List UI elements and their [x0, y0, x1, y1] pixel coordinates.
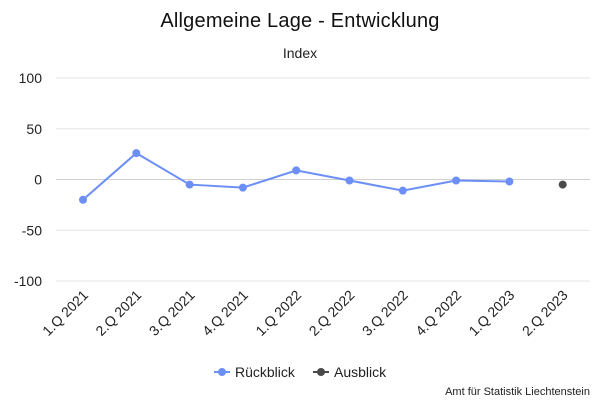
chart-subtitle: Index [283, 45, 317, 61]
x-tick-label: 4.Q 2021 [199, 287, 251, 339]
legend-label-rueckblick: Rückblick [235, 364, 296, 380]
series-layer [79, 149, 567, 204]
chart-credit[interactable]: Amt für Statistik Liechtenstein [445, 386, 590, 398]
y-tick-label: 50 [26, 121, 42, 137]
legend-item-ausblick[interactable]: Ausblick [313, 364, 387, 380]
legend-label-ausblick: Ausblick [334, 364, 387, 380]
y-tick-label: -100 [14, 273, 42, 289]
data-point[interactable] [345, 176, 354, 185]
y-tick-label: 100 [19, 70, 43, 86]
data-point[interactable] [505, 177, 514, 186]
data-point[interactable] [292, 166, 301, 175]
data-point[interactable] [79, 195, 87, 204]
x-tick-label: 2.Q 2023 [519, 287, 571, 339]
x-axis-ticks: 1.Q 2021 2.Q 2021 3.Q 2021 4.Q 2021 1.Q 2022… [39, 287, 571, 339]
x-tick-label: 3.Q 2021 [146, 287, 198, 339]
y-axis-ticks: 100 50 0 -50 -100 [14, 70, 42, 289]
x-tick-label: 1.Q 2022 [252, 287, 304, 339]
y-tick-label: 0 [34, 172, 42, 188]
legend: Rückblick Ausblick [214, 364, 387, 380]
series-line [82, 151, 510, 201]
legend-marker-rueckblick [218, 368, 226, 376]
x-tick-label: 3.Q 2022 [359, 287, 411, 339]
y-tick-label: -50 [22, 222, 42, 238]
x-tick-label: 4.Q 2022 [412, 287, 464, 339]
series-rueckblick [79, 149, 514, 204]
chart-title: Allgemeine Lage - Entwicklung [160, 10, 439, 32]
data-point[interactable] [185, 180, 194, 189]
data-point[interactable] [558, 180, 567, 189]
data-point[interactable] [452, 176, 461, 185]
x-tick-label: 1.Q 2021 [39, 287, 91, 339]
data-point[interactable] [238, 183, 247, 192]
x-tick-label: 2.Q 2022 [306, 287, 358, 339]
legend-item-rueckblick[interactable]: Rückblick [214, 364, 296, 380]
x-tick-label: 1.Q 2023 [465, 287, 517, 339]
data-point[interactable] [132, 149, 141, 158]
x-tick-label: 2.Q 2021 [92, 287, 144, 339]
series-ausblick [558, 180, 567, 189]
grid-lines [56, 77, 590, 282]
data-point[interactable] [398, 186, 407, 195]
legend-marker-ausblick [317, 368, 325, 376]
